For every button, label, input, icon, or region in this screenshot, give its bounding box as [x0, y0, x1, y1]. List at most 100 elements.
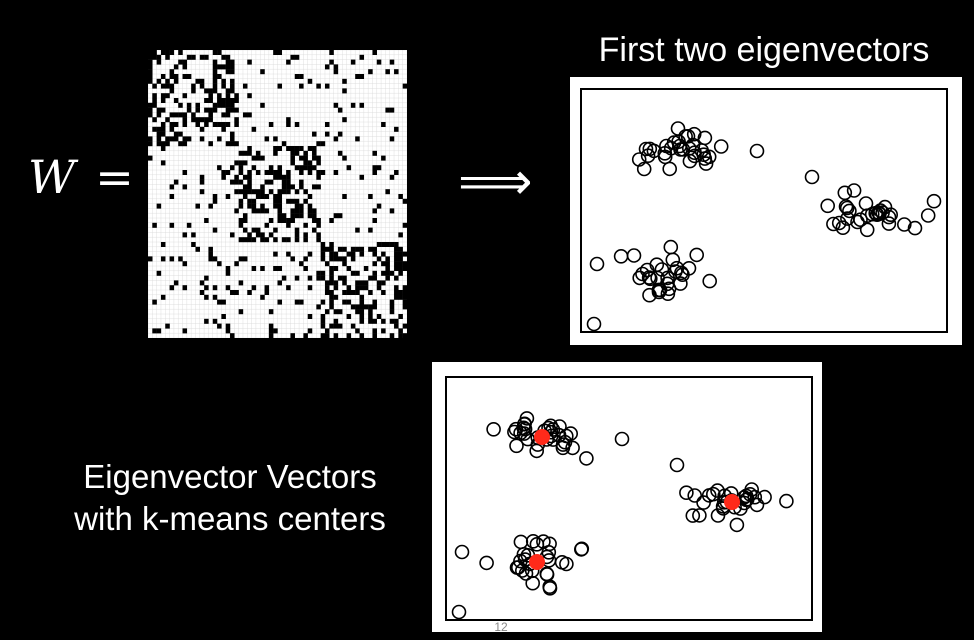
matrix-cell — [152, 50, 157, 55]
matrix-cell — [182, 141, 188, 147]
matrix-cell — [277, 194, 283, 199]
matrix-cell — [394, 242, 399, 247]
matrix-cell — [247, 203, 252, 209]
matrix-cell — [355, 304, 360, 310]
matrix-cell — [385, 189, 390, 195]
matrix-cell — [376, 203, 382, 209]
matrix-cell — [169, 256, 175, 262]
matrix-cell — [260, 294, 265, 300]
matrix-cell — [268, 179, 274, 185]
matrix-cell — [389, 309, 395, 315]
matrix-cell — [173, 74, 179, 79]
matrix-cell — [294, 203, 300, 209]
matrix-cell — [294, 237, 300, 243]
matrix-cell — [398, 333, 403, 338]
matrix-cell — [324, 309, 330, 315]
matrix-cell — [208, 246, 213, 252]
matrix-cell — [398, 290, 403, 295]
matrix-cell — [290, 208, 295, 214]
matrix-cell — [320, 314, 326, 319]
matrix-cell — [346, 333, 352, 338]
matrix-cell — [376, 59, 382, 65]
matrix-cell — [204, 88, 209, 94]
matrix-cell — [290, 150, 295, 156]
matrix-cell — [333, 318, 339, 324]
matrix-cell — [242, 256, 248, 262]
matrix-cell — [303, 266, 308, 271]
matrix-cell — [221, 170, 226, 175]
matrix-cell — [217, 64, 222, 70]
matrix-cell — [394, 294, 399, 300]
matrix-cell — [307, 251, 313, 257]
matrix-cell — [316, 170, 321, 175]
scatter-point — [513, 553, 528, 569]
matrix-cell — [368, 275, 373, 281]
scatter-point — [519, 411, 535, 426]
matrix-cell — [165, 54, 170, 60]
matrix-cell — [277, 170, 283, 175]
matrix-cell — [148, 141, 153, 147]
matrix-cell — [238, 222, 244, 228]
matrix-cell — [255, 232, 261, 238]
scatter-point — [696, 495, 711, 510]
matrix-cell — [247, 150, 252, 156]
matrix-cell — [273, 203, 278, 209]
scatter-point — [479, 555, 494, 571]
matrix-cell — [160, 256, 166, 262]
matrix-cell — [273, 150, 278, 156]
matrix-cell — [225, 266, 231, 271]
scatter-point — [507, 424, 522, 440]
matrix-cell — [281, 141, 287, 147]
matrix-cell — [156, 136, 162, 142]
matrix-cell — [230, 69, 235, 75]
matrix-cell — [178, 102, 183, 108]
matrix-cell — [376, 280, 382, 286]
matrix-cell — [320, 333, 326, 338]
matrix-cell — [389, 174, 395, 180]
matrix-cell — [342, 155, 347, 161]
matrix-cell — [320, 141, 326, 147]
matrix-cell — [234, 189, 239, 195]
matrix-cell — [342, 261, 347, 267]
matrix-cell — [316, 222, 321, 228]
matrix-cell — [173, 122, 179, 127]
matrix-cell — [316, 160, 321, 166]
matrix-cell — [191, 83, 196, 89]
matrix-cell — [307, 213, 313, 219]
matrix-cell — [281, 237, 287, 243]
matrix-cell — [225, 194, 231, 199]
matrix-cell — [346, 251, 352, 257]
matrix-cell — [225, 64, 231, 70]
matrix-cell — [294, 213, 300, 219]
matrix-cell — [160, 126, 166, 132]
matrix-cell — [212, 122, 218, 127]
matrix-cell — [372, 304, 377, 310]
matrix-cell — [359, 294, 365, 300]
matrix-cell — [303, 198, 308, 204]
matrix-cell — [268, 165, 274, 171]
matrix-cell — [281, 184, 287, 190]
matrix-cell — [199, 174, 205, 180]
matrix-cell — [238, 189, 244, 195]
matrix-cell — [182, 170, 188, 175]
matrix-cell — [290, 155, 295, 161]
scatter-point — [486, 422, 501, 437]
matrix-cell — [320, 256, 326, 262]
matrix-cell — [286, 237, 291, 243]
matrix-cell — [191, 54, 196, 60]
matrix-cell — [255, 155, 261, 161]
matrix-cell — [208, 141, 213, 147]
matrix-cell — [225, 54, 231, 60]
matrix-cell — [165, 83, 170, 89]
matrix-cell — [329, 256, 334, 262]
matrix-cell — [182, 136, 188, 142]
matrix-cell — [195, 107, 200, 113]
matrix-cell — [329, 251, 334, 257]
matrix-cell — [204, 275, 209, 281]
matrix-cell — [277, 189, 283, 195]
matrix-cell — [204, 218, 209, 223]
scatter-points — [586, 121, 942, 332]
matrix-cell — [376, 165, 382, 171]
matrix-cell — [368, 309, 373, 315]
matrix-cell — [234, 117, 239, 123]
